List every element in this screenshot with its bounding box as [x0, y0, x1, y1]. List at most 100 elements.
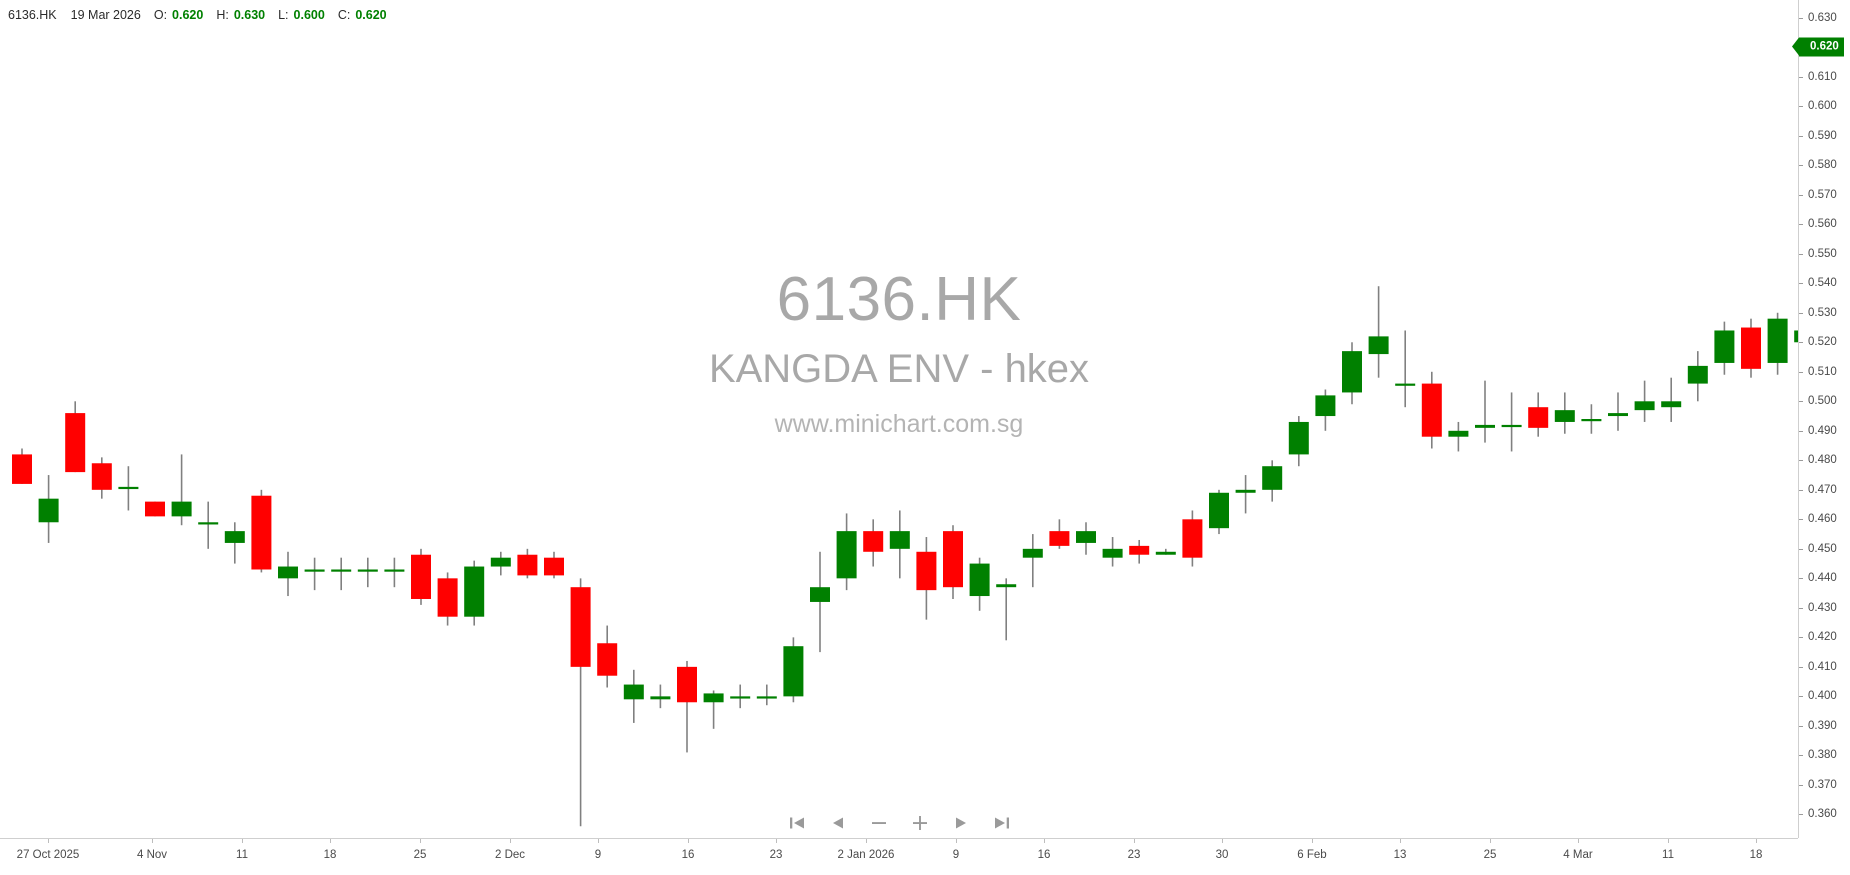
candlestick [1076, 522, 1096, 555]
price-tick [1799, 135, 1803, 137]
date-tick [956, 839, 957, 843]
candlestick [836, 513, 857, 591]
candlestick [171, 454, 192, 526]
candlestick [65, 401, 86, 473]
candle-body [1235, 489, 1256, 493]
candlestick [384, 557, 405, 588]
candlestick [863, 519, 884, 567]
candle-body [1634, 401, 1655, 411]
go-to-start-button[interactable] [786, 812, 808, 834]
price-axis-label: 0.600 [1808, 100, 1837, 113]
date-axis-label: 2 Dec [494, 849, 526, 861]
candlestick [1235, 475, 1256, 514]
candle-body [1767, 318, 1788, 363]
candle-body [570, 587, 591, 667]
candle-body [1262, 466, 1283, 490]
price-axis[interactable]: 0.630 0.620 0.610 0.600 0.590 0.580 0.570 0.560… [1792, 0, 1850, 838]
candle-body [145, 501, 165, 517]
date-tick [330, 839, 331, 843]
price-axis-label: 0.470 [1808, 483, 1837, 496]
candle-body [863, 531, 884, 552]
candlestick [1315, 389, 1336, 431]
candle-body [1102, 548, 1123, 558]
candle-body [1554, 410, 1575, 422]
step-back-button[interactable] [827, 812, 849, 834]
price-tick [1799, 696, 1803, 698]
candle-body [730, 696, 751, 699]
candlestick [331, 557, 352, 591]
candlestick [464, 560, 485, 626]
date-axis-label: 9 [594, 849, 602, 861]
candlestick-plot-area[interactable] [0, 0, 1798, 838]
price-axis-label: 0.520 [1808, 336, 1837, 349]
price-tick [1799, 578, 1803, 580]
step-forward-button[interactable] [950, 812, 972, 834]
price-tick [1799, 637, 1803, 639]
candle-body [65, 413, 86, 473]
candlestick [677, 660, 697, 753]
price-tick [1799, 460, 1803, 462]
candlestick [1767, 312, 1788, 375]
candlestick [437, 572, 458, 626]
price-tick [1799, 76, 1803, 78]
candlestick [91, 457, 112, 499]
candlestick [1608, 392, 1628, 431]
date-axis-label: 11 [1662, 849, 1674, 861]
zoom-out-button[interactable] [868, 812, 890, 834]
candle-body [1182, 519, 1203, 558]
price-axis-label: 0.420 [1808, 631, 1837, 644]
plus-icon [912, 816, 928, 830]
candlestick [1368, 286, 1389, 378]
candlestick [224, 522, 245, 564]
candlestick [1182, 510, 1203, 567]
date-tick [242, 839, 243, 843]
candlestick [730, 684, 751, 709]
candlestick [1554, 392, 1575, 434]
price-axis-label: 0.560 [1808, 218, 1837, 231]
price-axis-label: 0.500 [1808, 395, 1837, 408]
open-label: O: [153, 8, 168, 22]
price-tick [1799, 548, 1803, 550]
zoom-in-button[interactable] [909, 812, 931, 834]
candle-body [1049, 531, 1070, 546]
candlestick [1129, 539, 1150, 564]
price-tick [1799, 17, 1803, 19]
date-tick [1490, 839, 1491, 843]
date-tick [1312, 839, 1313, 843]
date-tick [1222, 839, 1223, 843]
candlestick [756, 684, 777, 706]
candle-body [1076, 531, 1096, 543]
candle-body [517, 554, 538, 576]
date-axis[interactable]: 27 Oct 2025 4 Nov 11 18 25 2 Dec 9 16 23 2 Jan 20… [0, 838, 1798, 875]
candlestick [490, 551, 511, 576]
candle-body [969, 563, 990, 597]
candlestick [943, 525, 963, 599]
candlestick [198, 501, 219, 549]
candlestick [623, 669, 644, 723]
candlestick [1634, 380, 1655, 422]
candle-body [756, 696, 777, 699]
price-axis-label: 0.370 [1808, 778, 1837, 791]
candle-body [1421, 383, 1442, 437]
candle-body [411, 554, 431, 599]
candle-body [304, 569, 325, 572]
candle-body [251, 495, 272, 570]
candle-body [12, 454, 32, 484]
date-tick [1044, 839, 1045, 843]
price-axis-label: 0.400 [1808, 690, 1837, 703]
candlestick [1475, 380, 1495, 443]
date-axis-label: 11 [236, 849, 248, 861]
candle-body [384, 569, 405, 572]
candle-body [996, 584, 1017, 588]
candle-body [1342, 351, 1362, 393]
candlestick [1661, 377, 1682, 422]
candle-body [703, 693, 724, 703]
candlestick [1501, 392, 1522, 452]
price-axis-label: 0.550 [1808, 247, 1837, 260]
candlestick [1022, 534, 1043, 588]
open-value: 0.620 [172, 8, 204, 22]
go-to-end-button[interactable] [991, 812, 1013, 834]
candle-body [1475, 424, 1495, 428]
candle-body [1501, 424, 1522, 428]
play-back-icon [830, 816, 846, 830]
